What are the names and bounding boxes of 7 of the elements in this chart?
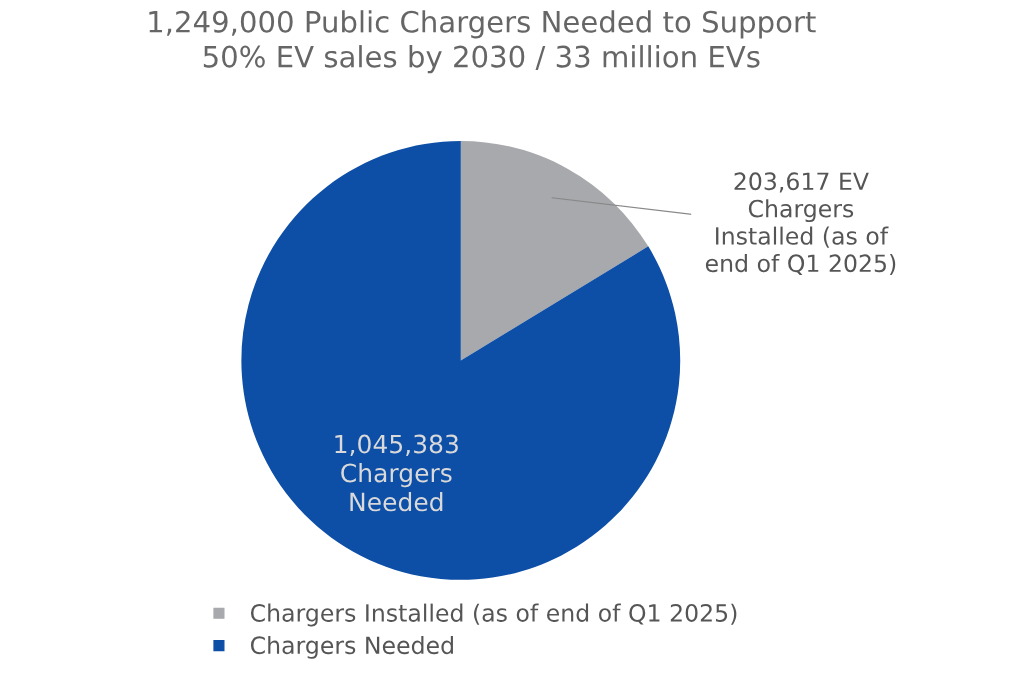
- data-label: 1,045,383 Chargers Needed: [335, 434, 458, 512]
- legend-label: Chargers Needed: [250, 635, 453, 659]
- chart-title: 1,249,000 Public Chargers Needed to Support 50% EV sales by 2030 / 33 million EVs: [149, 10, 816, 74]
- legend-label: Chargers Installed (as of end of Q1 2025): [250, 603, 737, 627]
- data-label: 203,617 EV Chargers Installed (as of end of Q1 2025): [705, 172, 896, 275]
- pie-slice: [241, 140, 681, 580]
- pie-slice: [460, 140, 649, 361]
